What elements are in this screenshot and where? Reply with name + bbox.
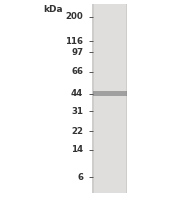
- Text: 116: 116: [65, 37, 83, 46]
- Bar: [92, 4, 94, 193]
- Text: 6: 6: [77, 173, 83, 182]
- Text: 44: 44: [71, 89, 83, 98]
- Bar: [92, 4, 127, 193]
- Bar: [93, 91, 127, 96]
- Text: 31: 31: [71, 107, 83, 116]
- Text: kDa: kDa: [43, 5, 63, 14]
- Text: 200: 200: [65, 12, 83, 21]
- Text: 66: 66: [71, 67, 83, 76]
- Bar: [94, 91, 126, 96]
- Text: 22: 22: [71, 126, 83, 136]
- Bar: [126, 4, 127, 193]
- Text: 97: 97: [71, 48, 83, 57]
- Text: 14: 14: [71, 145, 83, 154]
